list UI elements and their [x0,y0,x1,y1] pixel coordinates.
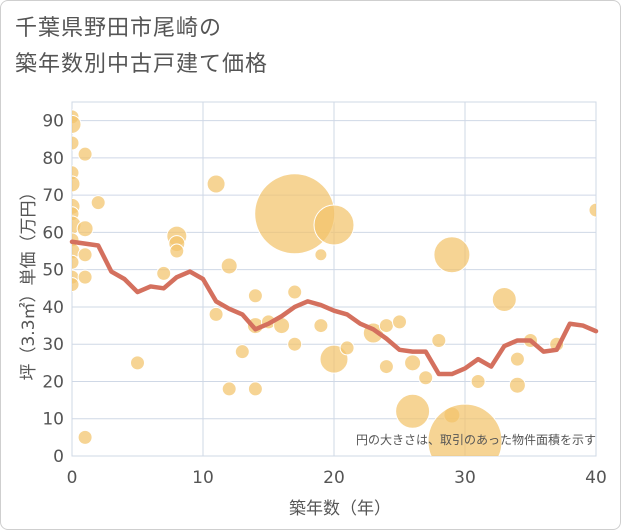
bubble [392,314,407,330]
bubble [72,277,80,293]
y-tick-label: 30 [42,335,64,355]
y-tick-label: 60 [42,223,64,243]
bubble [508,376,526,394]
x-tick-label: 20 [323,468,345,488]
y-tick-label: 10 [42,410,64,430]
chart-title-line-2: 築年数別中古戸建て価格 [15,52,269,77]
y-tick-label: 80 [42,149,64,169]
x-axis-label: 築年数（年） [289,499,391,519]
y-tick-label: 70 [42,186,64,206]
x-tick-label: 40 [585,468,607,488]
bubble [418,370,434,386]
bubble [220,257,238,275]
trend-line-group [69,239,599,377]
bubble [313,204,355,246]
bubble [72,175,81,193]
bubble [470,373,486,389]
bubble [169,243,185,259]
bubble [431,332,447,348]
bubble [287,284,303,300]
bubble [491,286,517,312]
bubble [72,135,80,151]
y-tick-label: 50 [42,261,64,281]
bubble [72,254,80,270]
tick-labels: 0 10 20 30 40 50 60 70 80 90 0 10 20 30 40 [42,112,606,488]
x-tick-label: 10 [192,468,214,488]
y-tick-label: 90 [42,112,64,132]
chart-title: 千葉県野田市尾崎の 築年数別中古戸建て価格 [15,11,268,83]
bubble [404,354,422,372]
bubble [395,393,431,429]
bubble [77,429,93,445]
bubble [247,381,263,397]
bubble [76,220,94,238]
y-tick-label: 40 [42,298,64,318]
bubbles [72,109,596,456]
bubble [77,269,93,285]
bubble [378,359,394,375]
bubble [77,247,93,263]
bubble [287,336,303,352]
bubble [130,355,145,371]
trend-line [69,239,599,377]
size-annotation: 円の大きさは、取引のあった物件面積を示す [356,432,596,447]
chart-title-line-1: 千葉県野田市尾崎の [15,16,223,41]
bubble [90,195,106,211]
bubble [234,344,250,360]
bubble [427,403,503,456]
bubble [313,318,329,334]
bubble [156,265,172,281]
bubble [221,381,237,397]
y-axis-label: 坪（3.3㎡）単価（万円） [19,183,39,380]
x-tick-label: 0 [67,468,78,488]
y-tick-label: 20 [42,372,64,392]
bubble [378,318,394,334]
bubble [339,340,355,356]
grid-lines [71,101,597,457]
bubble [314,248,328,262]
bubble [72,114,82,134]
y-tick-label: 0 [53,447,64,467]
bubble [77,146,93,162]
x-tick-label: 30 [454,468,476,488]
bubble [588,202,596,218]
bubble [509,351,525,367]
bubble [247,288,263,304]
bubble [206,174,226,194]
bubble [208,306,224,322]
bubble [433,236,471,274]
